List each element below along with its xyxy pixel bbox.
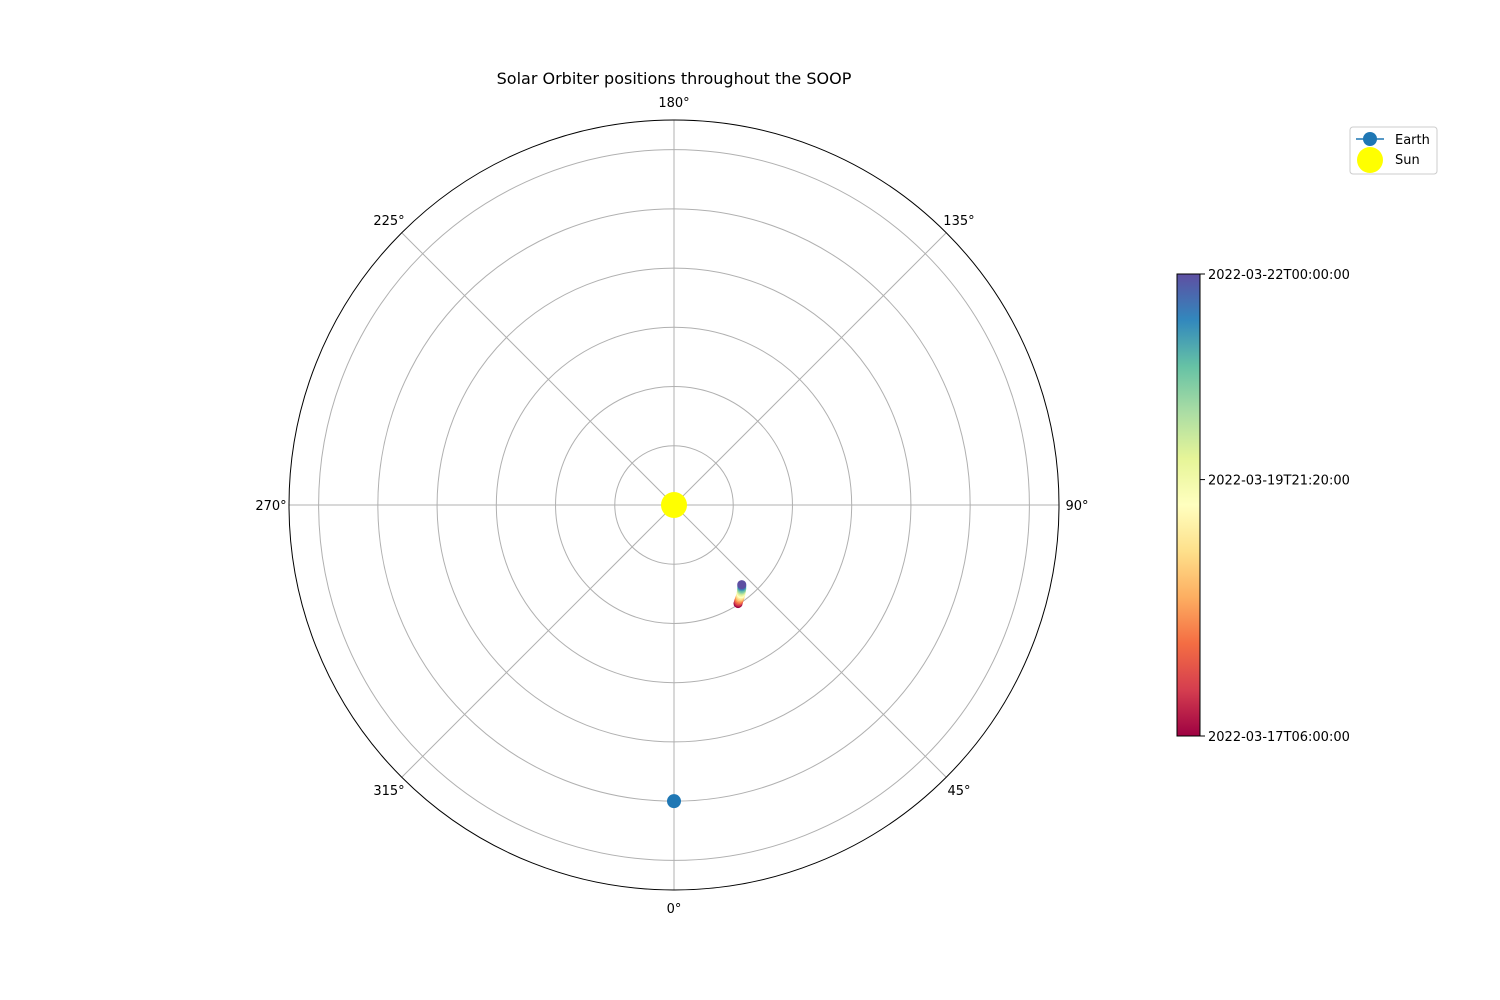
colorbar-tick-label-1: 2022-03-19T21:20:00 <box>1208 474 1350 489</box>
angular-grid-line-7 <box>401 504 675 778</box>
colorbar: 2022-03-17T06:00:00 2022-03-19T21:20:00 20… <box>1176 268 1350 745</box>
theta-tick-label-7: 315° <box>373 784 404 799</box>
legend-sun-label: Sun <box>1395 153 1420 168</box>
legend: Earth Sun <box>1349 126 1438 175</box>
theta-tick-label-4: 180° <box>658 96 689 111</box>
solar-orbiter-point <box>737 580 747 590</box>
legend-earth-label: Earth <box>1395 133 1430 148</box>
colorbar-tick-label-0: 2022-03-17T06:00:00 <box>1208 730 1350 745</box>
angular-grid-line-1 <box>673 504 947 778</box>
angular-grid-line-3 <box>673 232 947 506</box>
colorbar-fill <box>1176 273 1201 737</box>
theta-tick-label-0: 0° <box>667 902 682 917</box>
earth-marker <box>667 794 681 809</box>
theta-tick-label-5: 225° <box>373 214 404 229</box>
angular-grid <box>289 120 1059 890</box>
polar-frame <box>288 119 1060 891</box>
angular-grid-line-5 <box>401 232 675 506</box>
theta-tick-label-6: 270° <box>255 499 286 514</box>
theta-tick-label-2: 90° <box>1065 499 1088 514</box>
theta-tick-label-3: 135° <box>943 214 974 229</box>
sun-marker <box>661 492 687 518</box>
colorbar-tick-label-2: 2022-03-22T00:00:00 <box>1208 268 1350 283</box>
chart-title: Solar Orbiter positions throughout the S… <box>497 69 852 88</box>
solar-orbiter-track <box>733 580 747 609</box>
legend-earth-marker <box>1363 132 1377 146</box>
legend-sun-marker <box>1357 147 1383 173</box>
theta-tick-label-1: 45° <box>947 784 970 799</box>
colorbar-ticks: 2022-03-17T06:00:00 2022-03-19T21:20:00 20… <box>1200 268 1350 745</box>
theta-tick-labels: 0° 45° 90° 135° 180° 225° 270° 315° <box>255 96 1088 917</box>
